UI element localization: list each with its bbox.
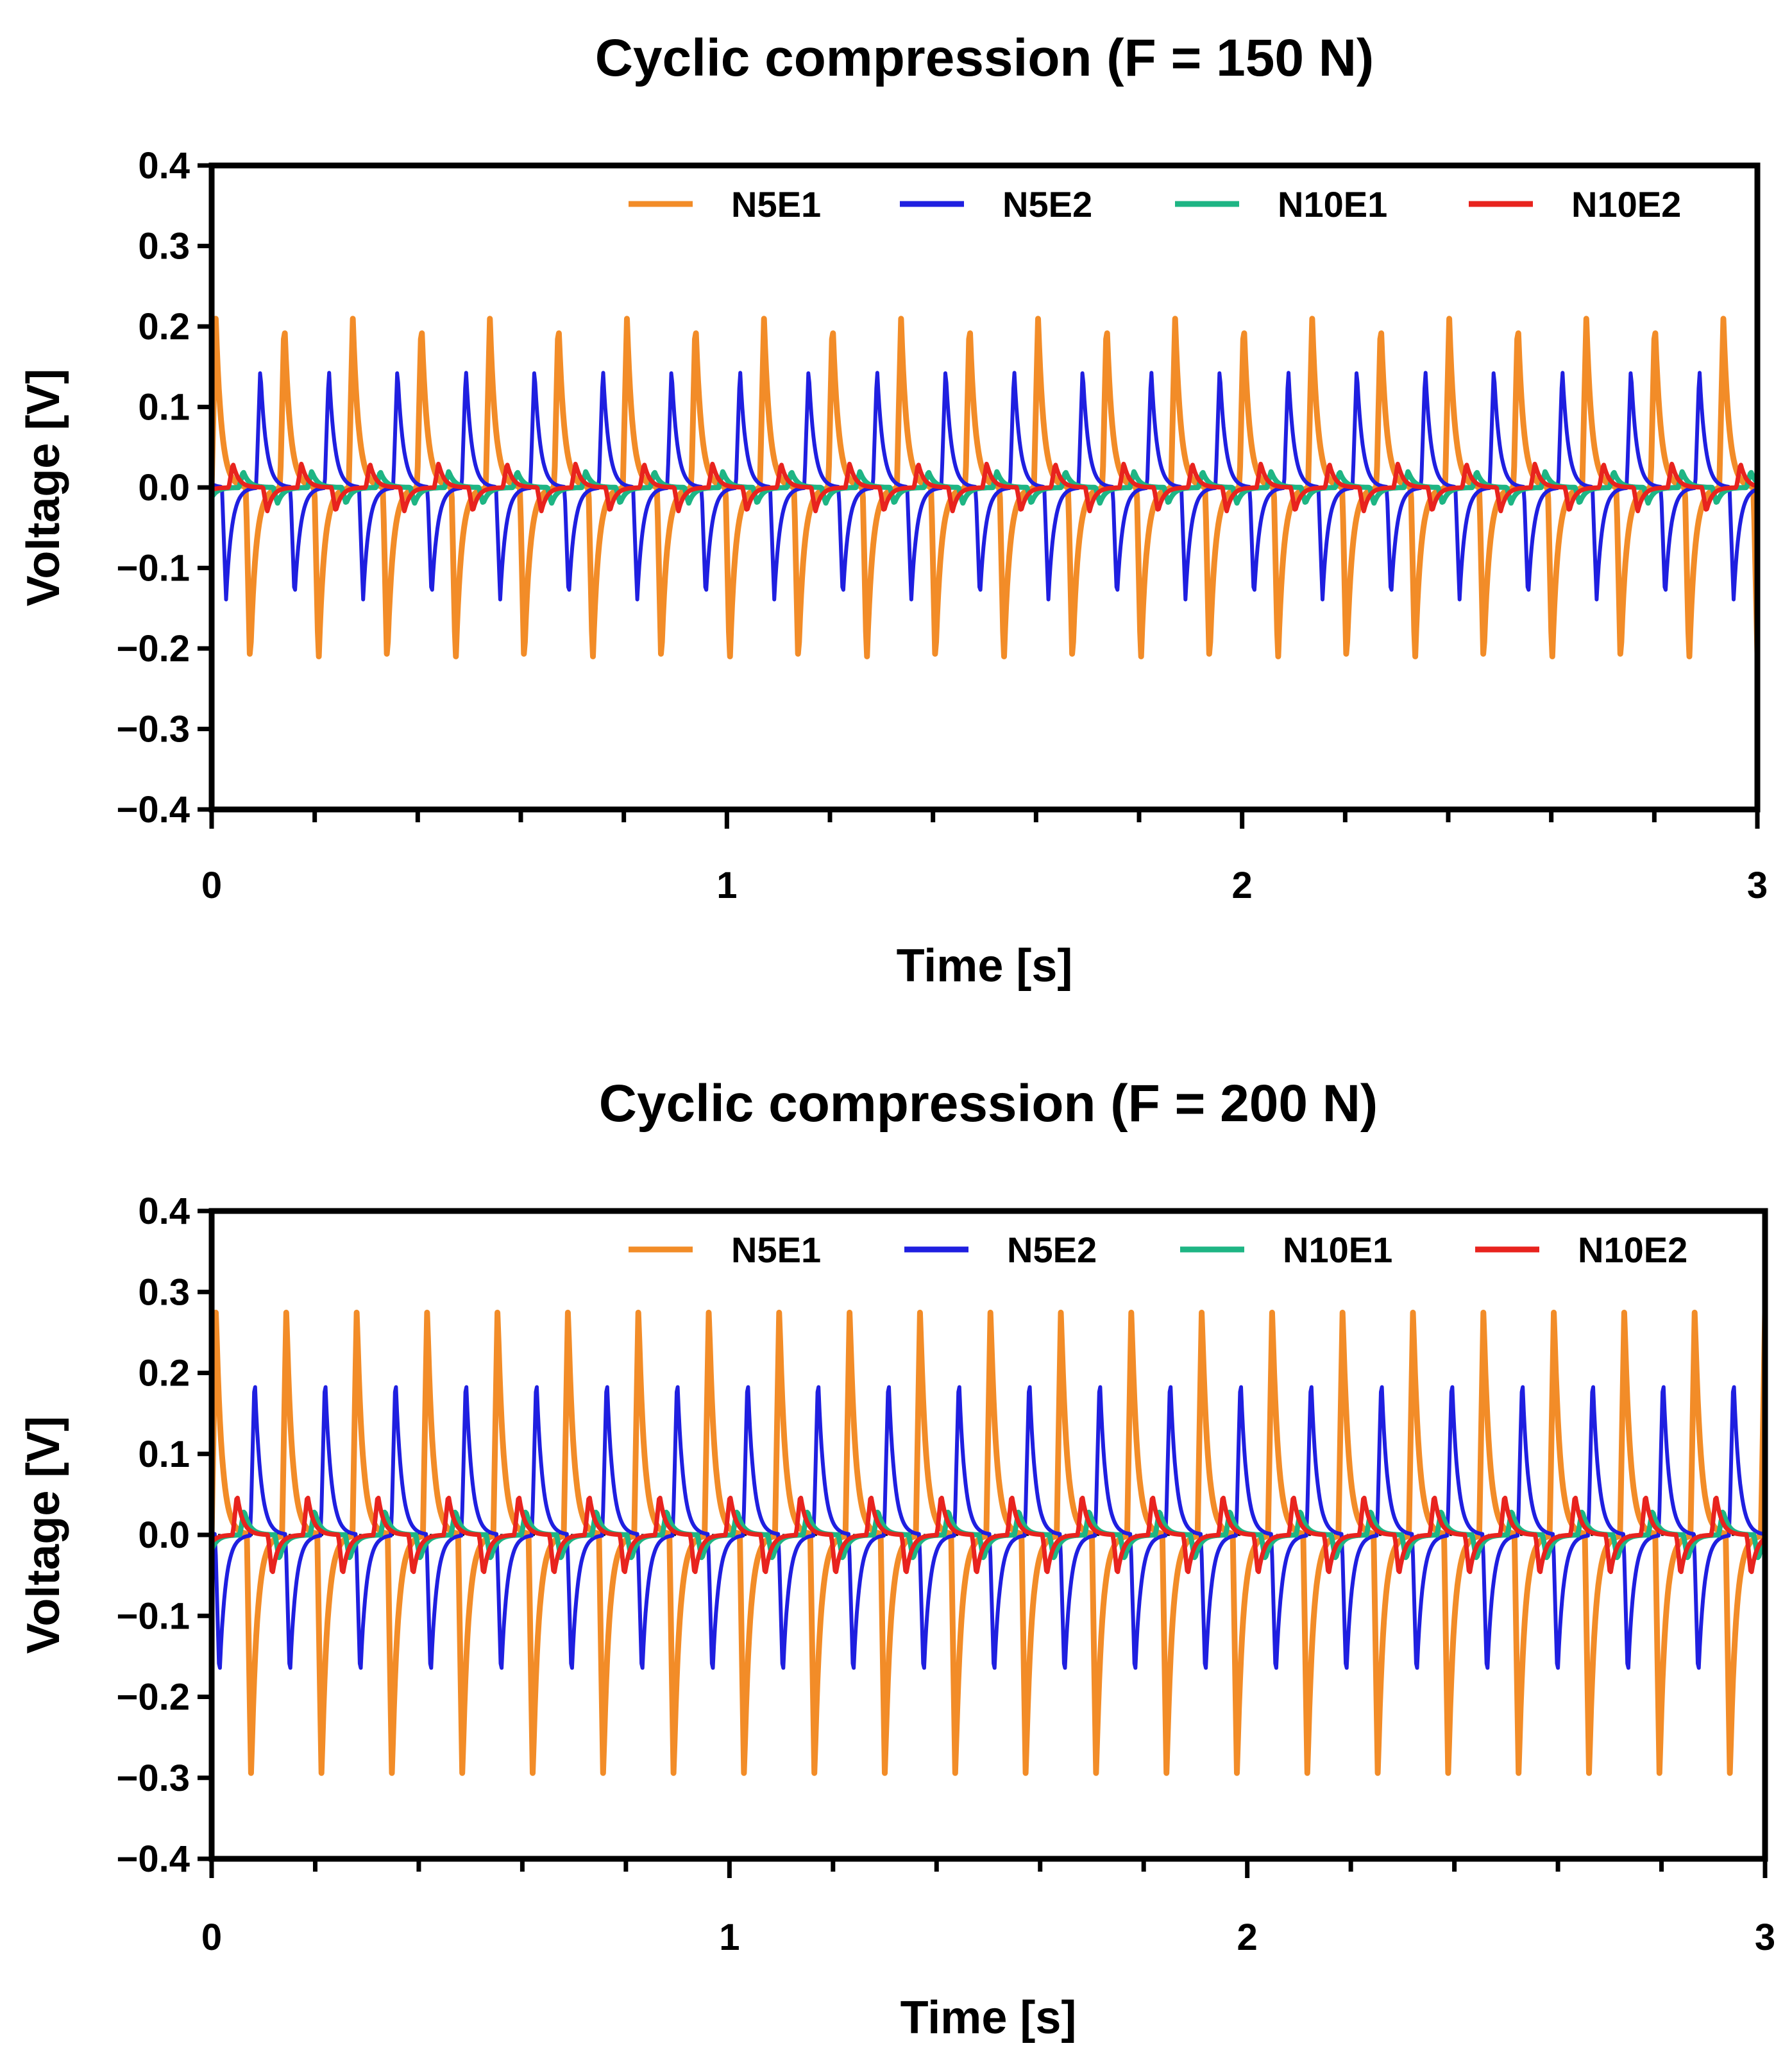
chart-title: Cyclic compression (F = 200 N) — [599, 1074, 1378, 1133]
series-line-n10e2 — [212, 1495, 1765, 1575]
series-line-n5e2 — [212, 371, 1757, 602]
y-tick-label: 0.1 — [138, 1434, 190, 1475]
y-tick-label: 0.3 — [138, 1271, 190, 1313]
legend-label-n10e2: N10E2 — [1578, 1230, 1687, 1270]
y-tick-label: 0.2 — [138, 306, 190, 348]
legend-label-n5e1: N5E1 — [731, 184, 821, 224]
y-tick-label: −0.2 — [117, 1677, 190, 1718]
y-tick-label: 0.4 — [138, 1190, 190, 1232]
x-axis-label: Time [s] — [897, 940, 1073, 992]
plot-frame — [208, 162, 1761, 813]
x-tick-label: 3 — [1755, 1917, 1775, 1958]
legend-label-n5e2: N5E2 — [1007, 1230, 1097, 1270]
y-tick-label: 0.4 — [138, 145, 190, 187]
legend-label-n5e1: N5E1 — [731, 1230, 821, 1270]
x-tick-label: 0 — [201, 1917, 222, 1958]
y-tick-label: 0.0 — [138, 1514, 190, 1556]
y-tick-label: 0.1 — [138, 387, 190, 428]
y-tick-label: 0.0 — [138, 467, 190, 509]
x-axis-label: Time [s] — [900, 1992, 1077, 2044]
y-tick-label: 0.3 — [138, 226, 190, 267]
x-tick-label: 3 — [1747, 865, 1768, 906]
legend-label-n10e1: N10E1 — [1278, 184, 1387, 224]
chart-title: Cyclic compression (F = 150 N) — [595, 29, 1374, 87]
y-tick-label: 0.2 — [138, 1353, 190, 1394]
y-axis-label: Voltage [V] — [18, 369, 69, 607]
x-tick-label: 1 — [719, 1917, 740, 1958]
y-tick-label: −0.2 — [117, 628, 190, 670]
y-tick-label: −0.3 — [117, 709, 190, 750]
y-tick-label: −0.1 — [117, 1595, 190, 1637]
series-line-n5e2 — [212, 1385, 1765, 1670]
x-tick-label: 0 — [201, 865, 222, 906]
x-tick-label: 1 — [716, 865, 737, 906]
x-tick-label: 2 — [1237, 1917, 1258, 1958]
y-tick-label: −0.4 — [117, 789, 190, 831]
y-tick-label: −0.4 — [117, 1838, 190, 1880]
plot-frame — [208, 1208, 1768, 1862]
y-tick-label: −0.1 — [117, 548, 190, 589]
series-line-n10e2 — [212, 461, 1757, 514]
y-tick-label: −0.3 — [117, 1757, 190, 1799]
legend-label-n10e2: N10E2 — [1571, 184, 1681, 224]
legend-label-n10e1: N10E1 — [1283, 1230, 1392, 1270]
chart-panel-200n: Cyclic compression (F = 200 N) 0.4 0.3 0.2 0… — [18, 1074, 1775, 2044]
chart-panel-150n: Cyclic compression (F = 150 N) 0.4 0.3 0.2 0… — [18, 29, 1768, 992]
x-tick-label: 2 — [1232, 865, 1253, 906]
legend-label-n5e2: N5E2 — [1002, 184, 1092, 224]
y-axis-label: Voltage [V] — [18, 1416, 69, 1654]
